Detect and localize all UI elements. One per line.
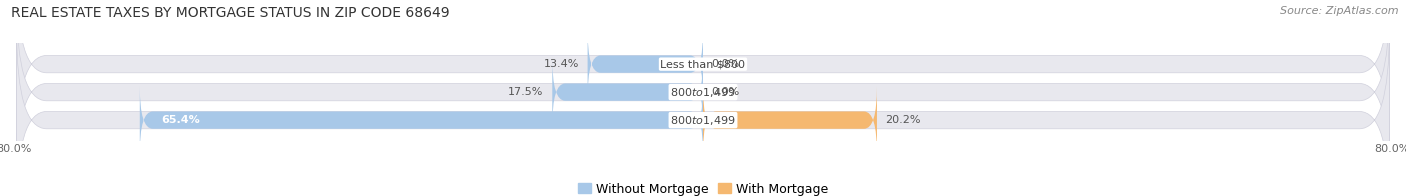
- Text: Less than $800: Less than $800: [661, 59, 745, 69]
- FancyBboxPatch shape: [588, 31, 703, 97]
- Text: 65.4%: 65.4%: [162, 115, 200, 125]
- Legend: Without Mortgage, With Mortgage: Without Mortgage, With Mortgage: [578, 183, 828, 196]
- Text: Source: ZipAtlas.com: Source: ZipAtlas.com: [1281, 6, 1399, 16]
- FancyBboxPatch shape: [703, 87, 877, 153]
- Text: 20.2%: 20.2%: [886, 115, 921, 125]
- Text: $800 to $1,499: $800 to $1,499: [671, 86, 735, 99]
- Text: 13.4%: 13.4%: [544, 59, 579, 69]
- Text: $800 to $1,499: $800 to $1,499: [671, 114, 735, 127]
- FancyBboxPatch shape: [553, 59, 703, 125]
- FancyBboxPatch shape: [17, 3, 1389, 181]
- Text: REAL ESTATE TAXES BY MORTGAGE STATUS IN ZIP CODE 68649: REAL ESTATE TAXES BY MORTGAGE STATUS IN …: [11, 6, 450, 20]
- Text: 0.0%: 0.0%: [711, 59, 740, 69]
- FancyBboxPatch shape: [139, 87, 703, 153]
- Text: 17.5%: 17.5%: [509, 87, 544, 97]
- FancyBboxPatch shape: [17, 0, 1389, 153]
- Text: 0.0%: 0.0%: [711, 87, 740, 97]
- FancyBboxPatch shape: [17, 31, 1389, 196]
